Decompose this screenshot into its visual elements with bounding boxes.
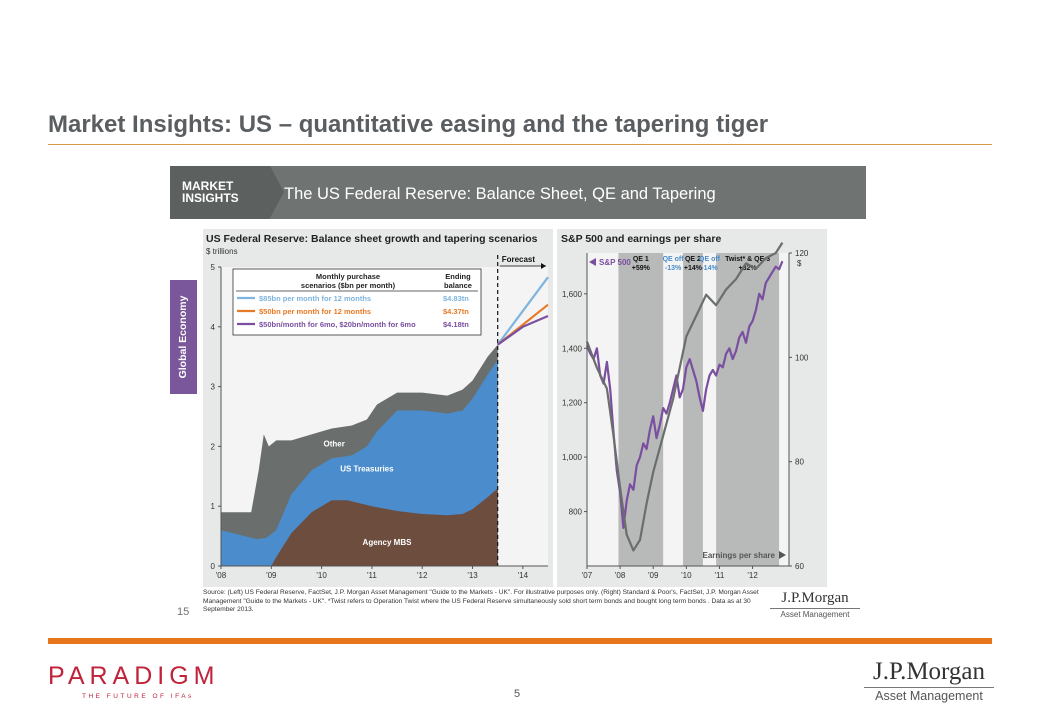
right-x-tick-label: '09 bbox=[648, 571, 659, 580]
footer-bar bbox=[48, 638, 992, 644]
area-label: Other bbox=[324, 439, 345, 448]
jpmorgan-logo-text: J.P.Morgan bbox=[872, 658, 986, 685]
right-right-tick-label: 60 bbox=[795, 562, 804, 571]
right-left-tick-label: 800 bbox=[569, 508, 583, 517]
area-label: US Treasuries bbox=[340, 465, 394, 474]
jpmorgan-logo: J.P.Morgan Asset Management bbox=[864, 658, 994, 703]
legend-entry-label: $50bn/month for 6mo, $20bn/month for 6mo bbox=[259, 320, 416, 329]
qe-period-change: +59% bbox=[632, 265, 651, 272]
right-axis-unit: $ bbox=[797, 259, 802, 268]
left-x-tick-label: '14 bbox=[518, 571, 529, 580]
inner-slide-number: 15 bbox=[177, 606, 190, 618]
source-note: Source: (Left) US Federal Reserve, FactS… bbox=[203, 589, 759, 613]
legend-entry-value: $4.83tn bbox=[443, 294, 469, 303]
legend-entry-value: $4.18tn bbox=[443, 320, 469, 329]
slide-banner: MARKET INSIGHTS The US Federal Reserve: … bbox=[170, 166, 866, 219]
left-x-tick-label: '13 bbox=[467, 571, 478, 580]
left-chart-subtitle: $ trillions bbox=[206, 247, 238, 256]
market-insights-tag: MARKET INSIGHTS bbox=[170, 166, 270, 219]
left-y-tick-label: 1 bbox=[211, 502, 216, 511]
banner-title: The US Federal Reserve: Balance Sheet, Q… bbox=[284, 185, 716, 203]
right-x-tick-label: '12 bbox=[747, 571, 758, 580]
eps-line bbox=[585, 242, 784, 552]
balance-sheet-chart: US Federal Reserve: Balance sheet growth… bbox=[203, 229, 553, 587]
left-y-tick-label: 3 bbox=[211, 383, 216, 392]
right-x-tick-label: '07 bbox=[582, 571, 593, 580]
area-label: Agency MBS bbox=[363, 538, 413, 547]
market-insights-label: MARKET INSIGHTS bbox=[182, 179, 239, 205]
right-chart-title: S&P 500 and earnings per share bbox=[561, 233, 721, 245]
legend-header-left: Monthly purchase bbox=[316, 272, 380, 281]
right-x-tick-label: '11 bbox=[715, 571, 725, 580]
qe-period-label: QE 1 bbox=[633, 256, 649, 263]
title-divider bbox=[48, 144, 992, 145]
qe-period-change: -14% bbox=[701, 265, 718, 272]
left-y-tick-label: 4 bbox=[211, 323, 216, 332]
scenario-85bn-line bbox=[496, 276, 549, 346]
left-x-tick-label: '10 bbox=[316, 571, 327, 580]
sp500-series-label: S&P 500 bbox=[599, 258, 631, 267]
section-tab: Global Economy bbox=[170, 280, 197, 394]
paradigm-tagline: THE FUTURE OF IFAs bbox=[82, 693, 194, 700]
qe-period-change: -13% bbox=[665, 265, 682, 272]
jpmorgan-logo-sub: Asset Management bbox=[864, 687, 994, 703]
scenario-legend-box bbox=[232, 268, 482, 336]
scenario-taper-line bbox=[497, 314, 549, 346]
right-right-tick-label: 120 bbox=[795, 249, 809, 258]
left-x-tick-label: '09 bbox=[266, 571, 277, 580]
left-y-tick-label: 0 bbox=[211, 562, 216, 571]
right-right-tick-label: 100 bbox=[795, 353, 809, 362]
paradigm-logo: PARADIGM THE FUTURE OF IFAs bbox=[48, 663, 220, 700]
sp500-earnings-chart: S&P 500 and earnings per share QE 1 +59% QE… bbox=[557, 229, 827, 587]
eps-series-label: Earnings per share bbox=[703, 551, 776, 560]
legend-entry-label: $85bn per month for 12 months bbox=[259, 294, 371, 303]
embedded-slide: MARKET INSIGHTS The US Federal Reserve: … bbox=[170, 166, 866, 622]
page-title: Market Insights: US – quantitative easin… bbox=[48, 111, 769, 138]
legend-entry-value: $4.37tn bbox=[443, 307, 469, 316]
legend-header-left-2: scenarios ($bn per month) bbox=[301, 281, 396, 290]
page-number: 5 bbox=[514, 688, 521, 700]
left-chart-title: US Federal Reserve: Balance sheet growth… bbox=[206, 233, 538, 245]
paradigm-logo-text: PARADIGM bbox=[48, 662, 220, 690]
right-left-tick-label: 1,200 bbox=[562, 399, 583, 408]
banner-arrow-icon bbox=[270, 166, 284, 218]
eps-pointer-icon bbox=[779, 551, 786, 559]
qe-period-shade bbox=[716, 253, 780, 566]
qe-period-label: Twist* & QE 3 bbox=[725, 256, 770, 263]
legend-entry-label: $50bn per month for 12 months bbox=[259, 307, 371, 316]
agency-mbs-area bbox=[221, 488, 498, 566]
forecast-arrow-head-icon bbox=[541, 263, 546, 269]
forecast-label: Forecast bbox=[502, 255, 536, 264]
right-left-tick-label: 1,400 bbox=[562, 344, 583, 353]
section-tab-label: Global Economy bbox=[177, 295, 189, 379]
left-y-tick-label: 5 bbox=[211, 263, 216, 272]
qe-period-shade bbox=[683, 253, 703, 566]
legend-header-right-2: balance bbox=[444, 281, 472, 290]
left-y-tick-label: 2 bbox=[211, 442, 216, 451]
left-x-tick-label: '12 bbox=[417, 571, 428, 580]
right-x-tick-label: '08 bbox=[615, 571, 626, 580]
qe-period-label: QE 2 bbox=[685, 256, 701, 263]
legend-header-right: Ending bbox=[445, 272, 471, 281]
left-x-tick-label: '08 bbox=[216, 571, 227, 580]
right-left-tick-label: 1,600 bbox=[562, 290, 583, 299]
qe-period-change: +14% bbox=[684, 265, 703, 272]
jpmorgan-logo-text: J.P.Morgan bbox=[781, 590, 849, 606]
jpmorgan-logo-small: J.P.Morgan Asset Management bbox=[770, 590, 860, 619]
sp500-pointer-icon bbox=[589, 258, 596, 266]
right-left-tick-label: 1,000 bbox=[562, 453, 583, 462]
left-x-tick-label: '11 bbox=[367, 571, 377, 580]
jpmorgan-logo-sub: Asset Management bbox=[770, 608, 860, 619]
right-x-tick-label: '10 bbox=[681, 571, 692, 580]
qe-period-change: +32% bbox=[739, 265, 758, 272]
qe-period-label: QE off bbox=[663, 256, 685, 263]
qe-period-label: QE off bbox=[699, 256, 721, 263]
right-right-tick-label: 80 bbox=[795, 458, 804, 467]
